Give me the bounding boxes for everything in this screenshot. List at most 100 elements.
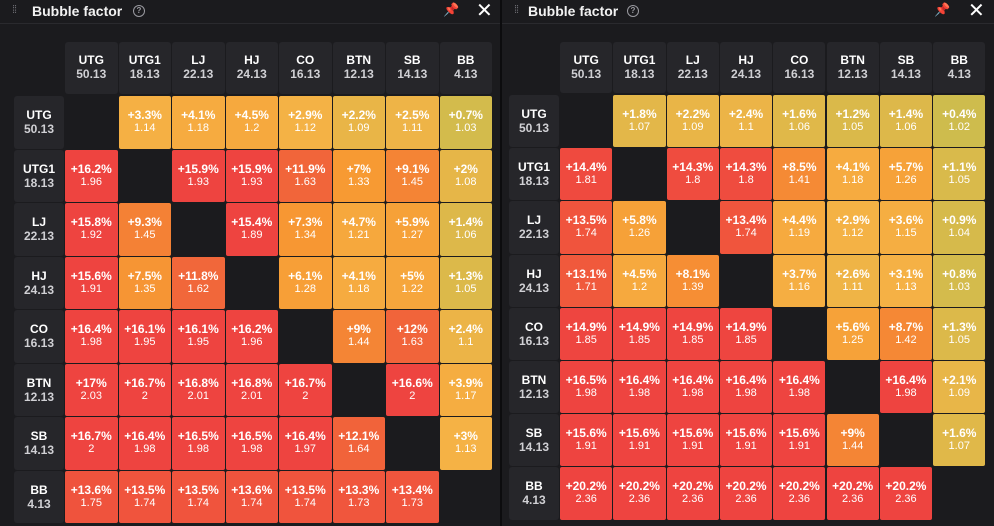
matrix-cell-co-vs-hj[interactable]: +14.9% 1.85 <box>719 307 773 360</box>
matrix-cell-sb-vs-lj[interactable]: +15.6% 1.91 <box>666 414 719 467</box>
matrix-cell-co-vs-btn[interactable]: +5.6% 1.25 <box>826 307 879 360</box>
matrix-cell-btn-vs-sb[interactable]: +16.4% 1.98 <box>879 361 933 414</box>
matrix-cell-co-vs-utg[interactable]: +16.4% 1.98 <box>65 310 118 363</box>
matrix-cell-lj-vs-btn[interactable]: +2.9% 1.12 <box>826 201 879 254</box>
matrix-cell-utg1-vs-co[interactable]: +11.9% 1.63 <box>279 149 332 202</box>
matrix-cell-hj-vs-btn[interactable]: +4.1% 1.18 <box>332 256 385 309</box>
pin-icon[interactable]: 📌 <box>934 2 951 17</box>
matrix-cell-hj-vs-sb[interactable]: +5% 1.22 <box>386 256 439 309</box>
matrix-cell-hj-vs-co[interactable]: +3.7% 1.16 <box>773 254 826 307</box>
matrix-cell-bb-vs-hj[interactable]: +20.2% 2.36 <box>719 467 773 520</box>
matrix-cell-utg1-vs-btn[interactable]: +7% 1.33 <box>332 149 385 202</box>
matrix-cell-btn-vs-hj[interactable]: +16.8% 2.01 <box>225 363 278 416</box>
matrix-cell-lj-vs-utg1[interactable]: +5.8% 1.26 <box>613 201 666 254</box>
matrix-cell-utg-vs-btn[interactable]: +1.2% 1.05 <box>826 95 879 148</box>
help-icon[interactable]: ? <box>133 5 145 17</box>
matrix-cell-utg1-vs-utg[interactable]: +14.4% 1.81 <box>560 148 613 201</box>
matrix-cell-bb-vs-lj[interactable]: +13.5% 1.74 <box>172 470 225 523</box>
matrix-cell-utg-vs-hj[interactable]: +2.4% 1.1 <box>719 95 773 148</box>
matrix-cell-co-vs-utg1[interactable]: +14.9% 1.85 <box>613 307 666 360</box>
matrix-cell-co-vs-utg1[interactable]: +16.1% 1.95 <box>118 310 171 363</box>
matrix-cell-utg-vs-utg1[interactable]: +1.8% 1.07 <box>613 95 666 148</box>
matrix-cell-utg-vs-co[interactable]: +1.6% 1.06 <box>773 95 826 148</box>
matrix-cell-hj-vs-co[interactable]: +6.1% 1.28 <box>279 256 332 309</box>
matrix-cell-co-vs-sb[interactable]: +12% 1.63 <box>386 310 439 363</box>
pin-icon[interactable]: 📌 <box>443 2 460 17</box>
matrix-cell-bb-vs-hj[interactable]: +13.6% 1.74 <box>225 470 278 523</box>
matrix-cell-lj-vs-utg[interactable]: +13.5% 1.74 <box>560 201 613 254</box>
matrix-cell-sb-vs-bb[interactable]: +3% 1.13 <box>439 417 492 470</box>
matrix-cell-sb-vs-co[interactable]: +15.6% 1.91 <box>773 414 826 467</box>
matrix-cell-btn-vs-co[interactable]: +16.7% 2 <box>279 363 332 416</box>
matrix-cell-co-vs-sb[interactable]: +8.7% 1.42 <box>879 307 933 360</box>
matrix-cell-hj-vs-lj[interactable]: +8.1% 1.39 <box>666 254 719 307</box>
matrix-cell-utg-vs-utg1[interactable]: +3.3% 1.14 <box>118 96 171 149</box>
drag-handle-icon[interactable]: ⁞⁞ <box>12 4 17 16</box>
matrix-cell-btn-vs-sb[interactable]: +16.6% 2 <box>386 363 439 416</box>
matrix-cell-bb-vs-sb[interactable]: +20.2% 2.36 <box>879 467 933 520</box>
matrix-cell-co-vs-utg[interactable]: +14.9% 1.85 <box>560 307 613 360</box>
close-icon[interactable]: ✕ <box>968 0 985 22</box>
matrix-cell-lj-vs-sb[interactable]: +5.9% 1.27 <box>386 203 439 256</box>
matrix-cell-hj-vs-bb[interactable]: +1.3% 1.05 <box>439 256 492 309</box>
matrix-cell-bb-vs-utg[interactable]: +13.6% 1.75 <box>65 470 118 523</box>
matrix-cell-sb-vs-bb[interactable]: +1.6% 1.07 <box>933 414 986 467</box>
matrix-cell-utg-vs-bb[interactable]: +0.4% 1.02 <box>933 95 986 148</box>
matrix-cell-sb-vs-hj[interactable]: +16.5% 1.98 <box>225 417 278 470</box>
matrix-cell-sb-vs-btn[interactable]: +12.1% 1.64 <box>332 417 385 470</box>
matrix-cell-utg1-vs-bb[interactable]: +2% 1.08 <box>439 149 492 202</box>
matrix-cell-utg-vs-bb[interactable]: +0.7% 1.03 <box>439 96 492 149</box>
matrix-cell-utg1-vs-btn[interactable]: +4.1% 1.18 <box>826 148 879 201</box>
matrix-cell-utg1-vs-sb[interactable]: +9.1% 1.45 <box>386 149 439 202</box>
matrix-cell-lj-vs-hj[interactable]: +13.4% 1.74 <box>719 201 773 254</box>
matrix-cell-sb-vs-utg1[interactable]: +15.6% 1.91 <box>613 414 666 467</box>
matrix-cell-utg1-vs-co[interactable]: +8.5% 1.41 <box>773 148 826 201</box>
matrix-cell-co-vs-hj[interactable]: +16.2% 1.96 <box>225 310 278 363</box>
matrix-cell-bb-vs-utg1[interactable]: +13.5% 1.74 <box>118 470 171 523</box>
matrix-cell-sb-vs-hj[interactable]: +15.6% 1.91 <box>719 414 773 467</box>
matrix-cell-co-vs-bb[interactable]: +2.4% 1.1 <box>439 310 492 363</box>
matrix-cell-co-vs-bb[interactable]: +1.3% 1.05 <box>933 307 986 360</box>
drag-handle-icon[interactable]: ⁞⁞ <box>514 4 519 16</box>
matrix-cell-lj-vs-co[interactable]: +7.3% 1.34 <box>279 203 332 256</box>
matrix-cell-bb-vs-utg1[interactable]: +20.2% 2.36 <box>613 467 666 520</box>
matrix-cell-utg-vs-lj[interactable]: +4.1% 1.18 <box>172 96 225 149</box>
matrix-cell-utg1-vs-bb[interactable]: +1.1% 1.05 <box>933 148 986 201</box>
matrix-cell-utg1-vs-lj[interactable]: +15.9% 1.93 <box>172 149 225 202</box>
matrix-cell-utg-vs-hj[interactable]: +4.5% 1.2 <box>225 96 278 149</box>
matrix-cell-bb-vs-lj[interactable]: +20.2% 2.36 <box>666 467 719 520</box>
help-icon[interactable]: ? <box>627 5 639 17</box>
matrix-cell-lj-vs-btn[interactable]: +4.7% 1.21 <box>332 203 385 256</box>
matrix-cell-bb-vs-utg[interactable]: +20.2% 2.36 <box>560 467 613 520</box>
matrix-cell-lj-vs-bb[interactable]: +0.9% 1.04 <box>933 201 986 254</box>
matrix-cell-btn-vs-utg1[interactable]: +16.4% 1.98 <box>613 361 666 414</box>
matrix-cell-lj-vs-utg1[interactable]: +9.3% 1.45 <box>118 203 171 256</box>
matrix-cell-hj-vs-bb[interactable]: +0.8% 1.03 <box>933 254 986 307</box>
matrix-cell-hj-vs-utg[interactable]: +13.1% 1.71 <box>560 254 613 307</box>
matrix-cell-co-vs-lj[interactable]: +14.9% 1.85 <box>666 307 719 360</box>
matrix-cell-co-vs-btn[interactable]: +9% 1.44 <box>332 310 385 363</box>
matrix-cell-btn-vs-co[interactable]: +16.4% 1.98 <box>773 361 826 414</box>
close-icon[interactable]: ✕ <box>476 0 493 22</box>
matrix-cell-utg-vs-sb[interactable]: +2.5% 1.11 <box>386 96 439 149</box>
matrix-cell-hj-vs-sb[interactable]: +3.1% 1.13 <box>879 254 933 307</box>
panel-titlebar[interactable]: ⁞⁞ Bubble factor ? 📌 ✕ <box>0 0 500 24</box>
matrix-cell-sb-vs-btn[interactable]: +9% 1.44 <box>826 414 879 467</box>
matrix-cell-lj-vs-co[interactable]: +4.4% 1.19 <box>773 201 826 254</box>
matrix-cell-hj-vs-utg1[interactable]: +4.5% 1.2 <box>613 254 666 307</box>
matrix-cell-bb-vs-sb[interactable]: +13.4% 1.73 <box>386 470 439 523</box>
panel-titlebar[interactable]: ⁞⁞ Bubble factor ? 📌 ✕ <box>502 0 994 24</box>
matrix-cell-utg-vs-lj[interactable]: +2.2% 1.09 <box>666 95 719 148</box>
matrix-cell-utg1-vs-lj[interactable]: +14.3% 1.8 <box>666 148 719 201</box>
matrix-cell-bb-vs-btn[interactable]: +20.2% 2.36 <box>826 467 879 520</box>
matrix-cell-bb-vs-co[interactable]: +13.5% 1.74 <box>279 470 332 523</box>
matrix-cell-utg1-vs-sb[interactable]: +5.7% 1.26 <box>879 148 933 201</box>
matrix-cell-utg-vs-sb[interactable]: +1.4% 1.06 <box>879 95 933 148</box>
matrix-cell-btn-vs-utg[interactable]: +17% 2.03 <box>65 363 118 416</box>
matrix-cell-btn-vs-lj[interactable]: +16.8% 2.01 <box>172 363 225 416</box>
matrix-cell-hj-vs-utg1[interactable]: +7.5% 1.35 <box>118 256 171 309</box>
matrix-cell-utg1-vs-hj[interactable]: +14.3% 1.8 <box>719 148 773 201</box>
matrix-cell-lj-vs-sb[interactable]: +3.6% 1.15 <box>879 201 933 254</box>
matrix-cell-sb-vs-co[interactable]: +16.4% 1.97 <box>279 417 332 470</box>
matrix-cell-sb-vs-utg[interactable]: +15.6% 1.91 <box>560 414 613 467</box>
